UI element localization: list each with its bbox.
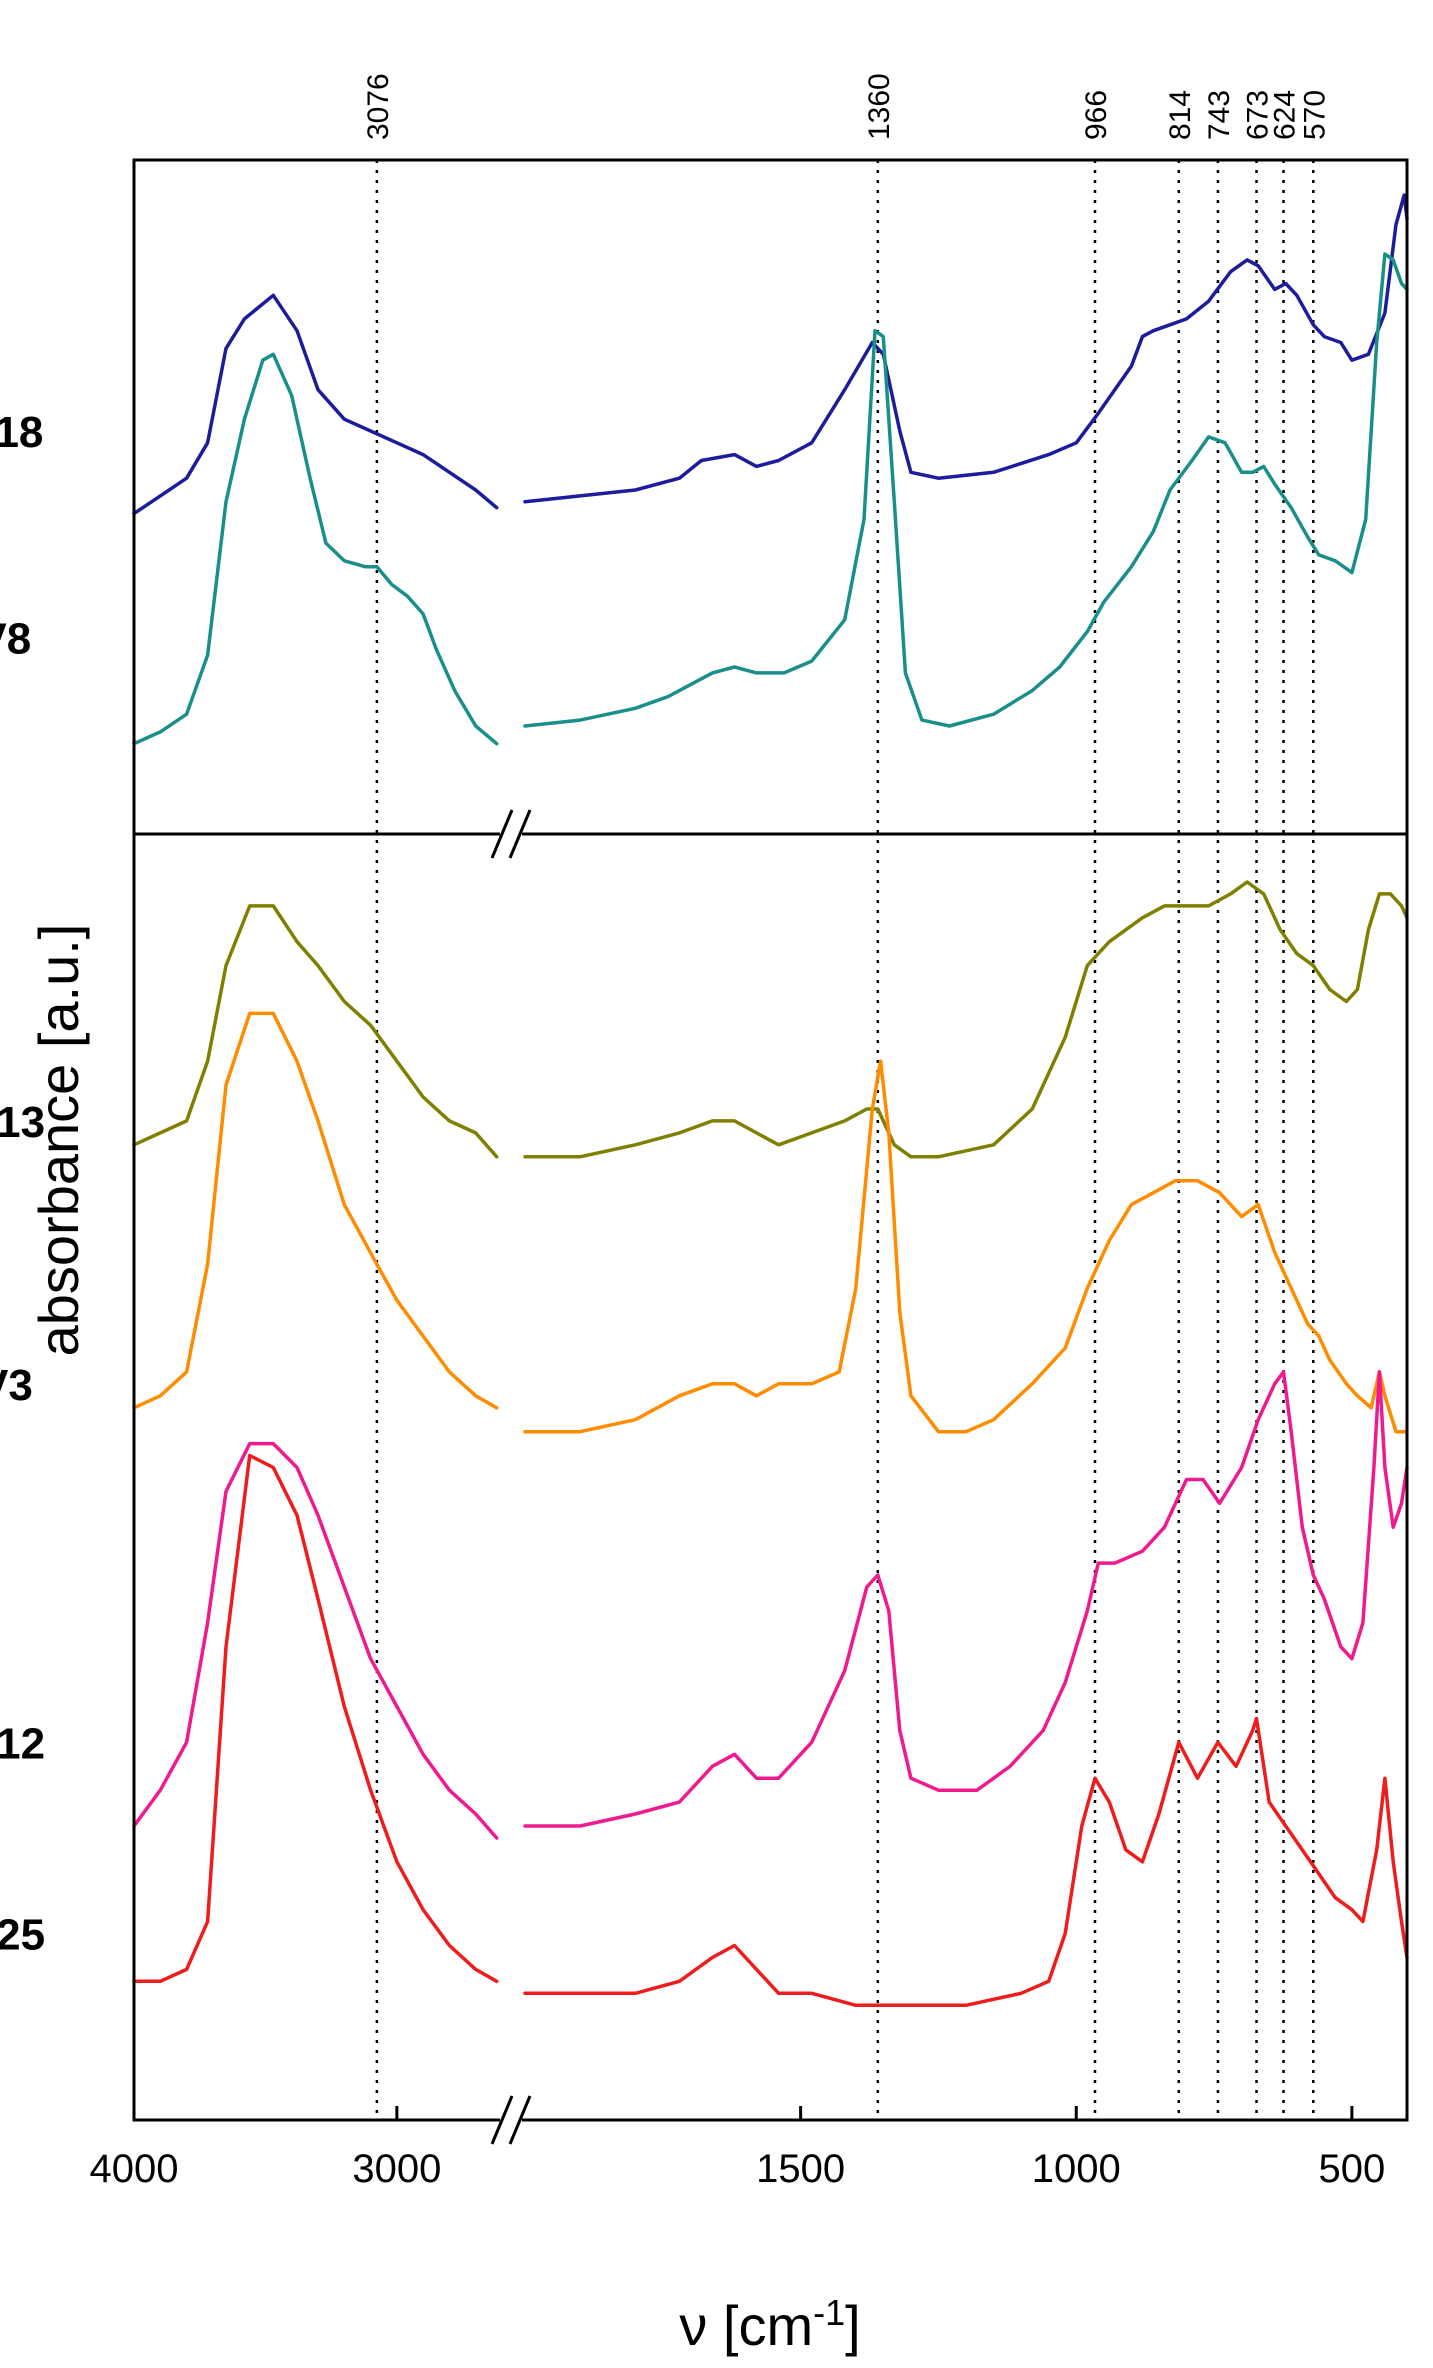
series-label-dv13: DV13 (0, 1098, 45, 1147)
axis-break-mark (490, 2095, 532, 2145)
series-av8-line-1 (132, 352, 499, 746)
x-axis-ticks (132, 2106, 1354, 2120)
x-axis-title: ν [cm-1] (679, 2292, 860, 2357)
plot-frame (132, 158, 1409, 2122)
series-av18-line-2 (523, 193, 1409, 504)
axis-break-mark (490, 809, 532, 859)
series-label-av8: AV8 (0, 615, 31, 664)
reference-label-743: 743 (1203, 90, 1236, 140)
series-label-nv12: NV12 (0, 1719, 45, 1768)
series-label-cv25: CV25 (0, 1911, 45, 1960)
reference-label-814: 814 (1164, 90, 1197, 140)
x-tick-label-1500: 1500 (756, 2147, 845, 2191)
x-tick-label-3000: 3000 (352, 2147, 441, 2191)
x-tick-label-4000: 4000 (90, 2147, 179, 2191)
reference-label-3076: 3076 (362, 73, 395, 140)
series-cv25-line-2 (523, 1716, 1409, 2008)
series-cv3-line-2 (523, 1059, 1409, 1434)
series-label-av18: AV18 (0, 408, 43, 457)
reference-label-673: 673 (1242, 90, 1275, 140)
y-axis-title: absorbance [a.u.] (27, 924, 90, 1357)
series-label-cv3: CV3 (0, 1361, 33, 1410)
reference-label-1360: 1360 (863, 73, 896, 140)
series-av18-line-1 (132, 293, 499, 516)
series-cv3-line-1 (132, 1011, 499, 1410)
series-cv25-line-1 (132, 1453, 499, 1984)
reference-lines (375, 160, 1315, 2120)
reference-label-966: 966 (1080, 90, 1113, 140)
x-tick-label-1000: 1000 (1032, 2147, 1121, 2191)
series-dv13-line-1 (132, 904, 499, 1159)
sample-labels: AV18 AV8 DV13 CV3 NV12 CV25 (0, 408, 45, 1960)
series-av8-line-2 (523, 252, 1409, 728)
x-axis-tick-labels: 4000 3000 1500 1000 500 (90, 2147, 1386, 2191)
reference-label-624: 624 (1269, 90, 1302, 140)
series-dv13-line-2 (523, 880, 1409, 1159)
series-nv12-line-1 (132, 1441, 499, 1840)
series-nv12-line-2 (523, 1370, 1409, 1828)
reference-label-570: 570 (1298, 90, 1331, 140)
series-layer (132, 193, 1409, 2008)
x-tick-label-500: 500 (1319, 2147, 1386, 2191)
